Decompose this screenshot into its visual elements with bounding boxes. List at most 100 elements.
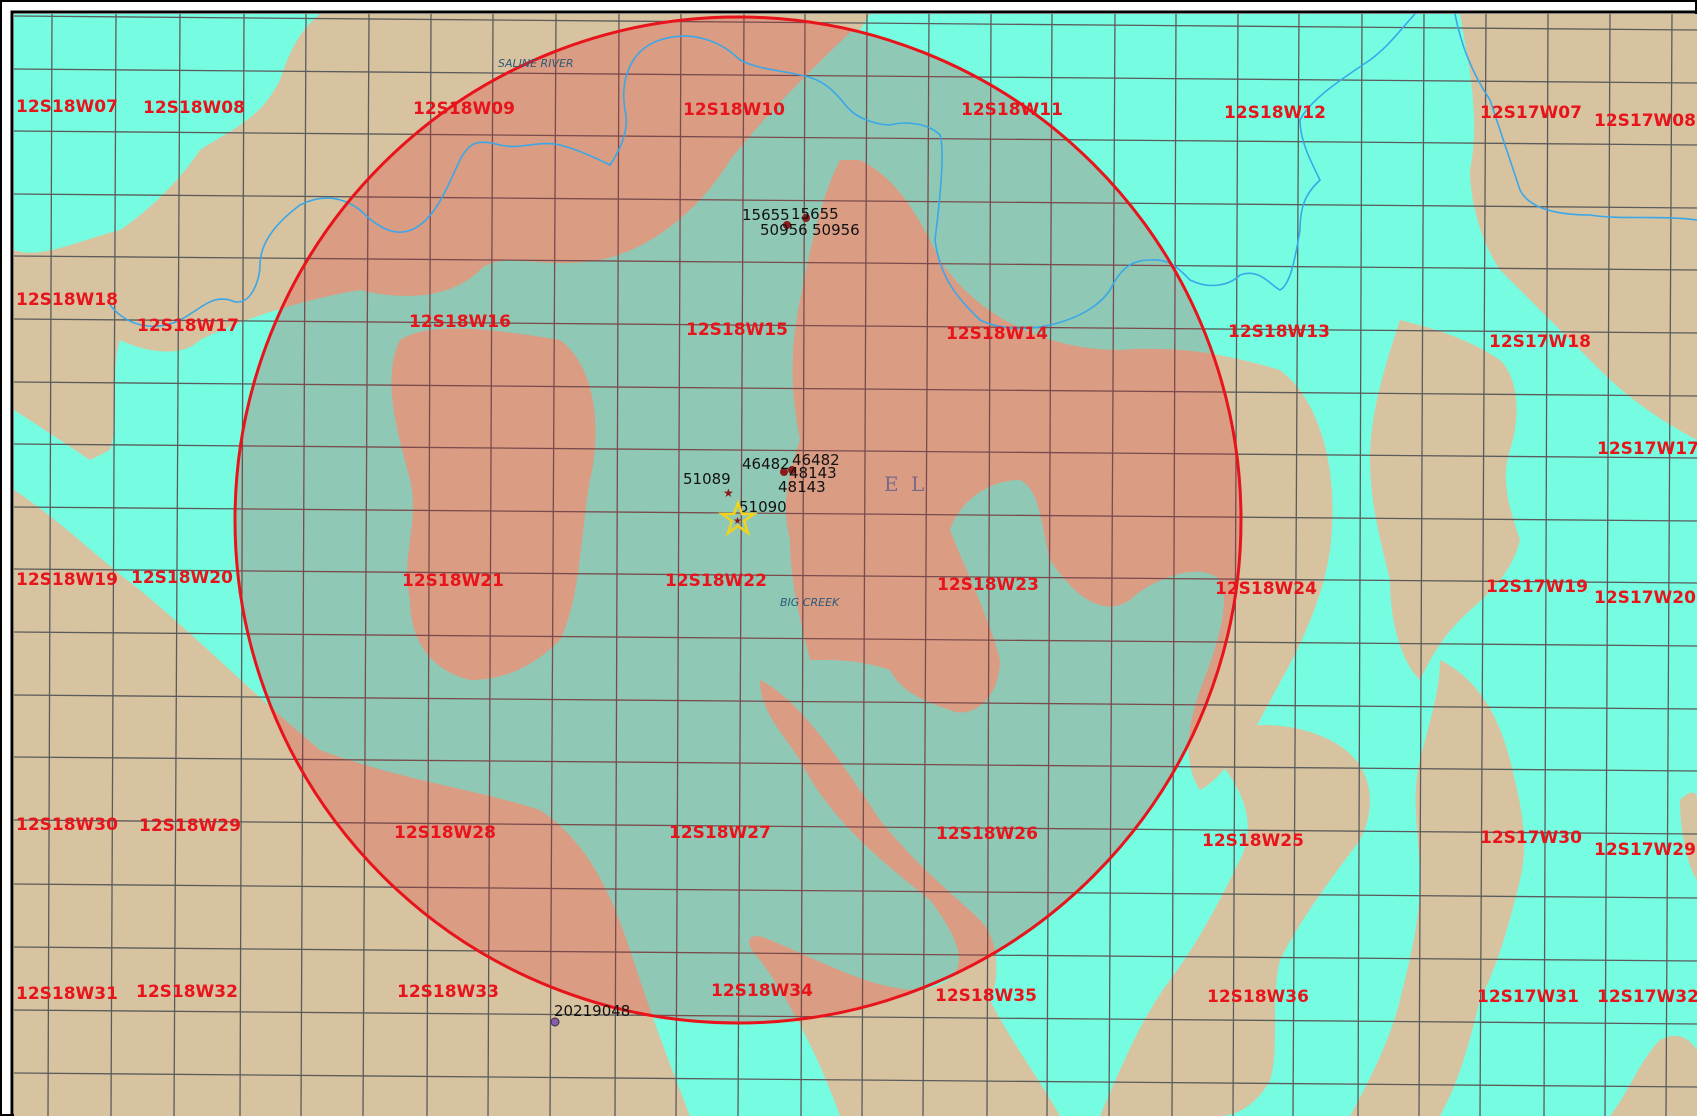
site-location-marker[interactable]: ★ [718,499,758,537]
site-star-icon [718,499,758,537]
bedrock-zone-south-east [1100,725,1370,1116]
grid-line-horizontal [14,68,1697,84]
bedrock-zone-central [785,160,1333,790]
well-label: 50956 [760,221,808,239]
section-label: 12S18W22 [665,571,767,591]
grid-line-vertical [300,14,307,1116]
grid-line-vertical [986,14,992,1116]
bedrock-zone-north-center [420,14,870,90]
bedrock-zones [14,14,1697,1116]
well-label: 46482 [742,455,790,473]
other-well-marker[interactable] [550,1017,560,1027]
section-label: 12S18W30 [16,815,118,835]
section-label: 12S18W16 [409,312,511,332]
grid-line-vertical [922,14,930,1116]
bedrock-zone-south-west [14,490,690,1116]
grid-line-vertical [239,14,245,1116]
section-label: 12S18W07 [16,97,118,117]
section-label: 12S18W11 [961,100,1063,120]
grid-line-horizontal [14,883,1697,899]
bedrock-zone-east-corner [1610,1035,1697,1116]
section-label: 12S18W33 [397,982,499,1002]
river-label-saline: SALINE RIVER [498,57,574,70]
section-label: 12S18W27 [669,823,771,843]
grid-line-vertical [737,14,745,1116]
section-label: 12S18W17 [137,316,239,336]
section-label: 12S17W30 [1480,828,1582,848]
section-label: 12S18W32 [136,982,238,1002]
grid-line-vertical [362,14,370,1116]
grid-line-vertical [1232,14,1239,1116]
section-label: 12S18W34 [711,981,813,1001]
well-marker[interactable] [788,466,796,474]
grid-line-vertical [47,14,53,1116]
well-label: 48143 [789,464,837,482]
section-label: 12S18W12 [1224,103,1326,123]
grid-line-vertical [1292,14,1300,1116]
grid-line-horizontal [14,946,1697,962]
section-label: 12S18W25 [1202,831,1304,851]
section-label: 12S18W15 [686,320,788,340]
grid-line-horizontal [14,631,1697,647]
section-label: 12S17W19 [1486,577,1588,597]
grid-line-vertical [549,14,557,1116]
well-label: 20219048 [554,1002,630,1020]
section-label: 12S18W08 [143,98,245,118]
well-marker[interactable] [783,221,791,229]
grid-line-vertical [1543,14,1549,1116]
well-label: 50956 [812,221,860,239]
well-marker[interactable] [802,214,810,222]
well-marker-star[interactable]: ★ [723,486,734,500]
buffer-area [235,17,1241,1023]
grid-line-horizontal [14,193,1697,209]
grid-line-vertical [1108,14,1116,1116]
grid-line-vertical [1418,14,1425,1116]
bedrock-zone-east-lower [1350,660,1525,1116]
river-label-big-creek: BIG CREEK [780,596,840,609]
grid-line-vertical [1604,14,1611,1116]
well-label: 51090 [739,498,787,516]
grid-line-horizontal [14,255,1697,271]
well-label: 46482 [792,451,840,469]
section-label: 12S18W18 [16,290,118,310]
grid-line-vertical [1665,14,1673,1116]
bedrock-zone-east-upper [1460,14,1697,440]
section-label: 12S17W29 [1594,840,1696,860]
well-label: 15655 [742,206,790,224]
bedrock-zone-north [14,14,870,460]
bedrock-zone-west-lobe [391,328,596,680]
grid-line-vertical [1479,14,1487,1116]
section-grid [14,14,1697,1116]
section-label: 12S18W28 [394,823,496,843]
buffer-ring [233,15,1243,1025]
map-inner-border [10,10,1697,1116]
section-label: 12S18W10 [683,100,785,120]
grid-line-horizontal [14,381,1697,397]
well-markers[interactable]: ★ 15655 15655 50956 50956 46482 46482 48… [550,205,860,1027]
section-label: 12S17W20 [1594,588,1696,608]
section-label: 12S17W31 [1477,987,1579,1007]
section-label: 12S18W24 [1215,579,1317,599]
well-marker[interactable] [780,468,788,476]
section-label: 12S18W20 [131,568,233,588]
grid-line-vertical [614,14,620,1116]
section-label: 12S18W09 [413,99,515,119]
grid-line-horizontal [14,694,1697,710]
section-label: 12S18W31 [16,984,118,1004]
well-label: 15655 [791,205,839,223]
grid-line-vertical [675,14,682,1116]
rivers [109,14,1697,330]
saline-river-branch [1454,14,1697,221]
bedrock-zone-east-notch [1680,792,1697,880]
section-label: 12S18W19 [16,570,118,590]
section-label: 12S17W07 [1480,103,1582,123]
grid-line-horizontal [14,130,1697,146]
section-label: 12S18W21 [402,571,504,591]
section-label: 12S18W14 [946,324,1048,344]
well-label: 48143 [778,478,826,496]
grid-line-horizontal [14,506,1697,522]
section-label: 12S17W08 [1594,111,1696,131]
section-label: 12S18W13 [1228,322,1330,342]
